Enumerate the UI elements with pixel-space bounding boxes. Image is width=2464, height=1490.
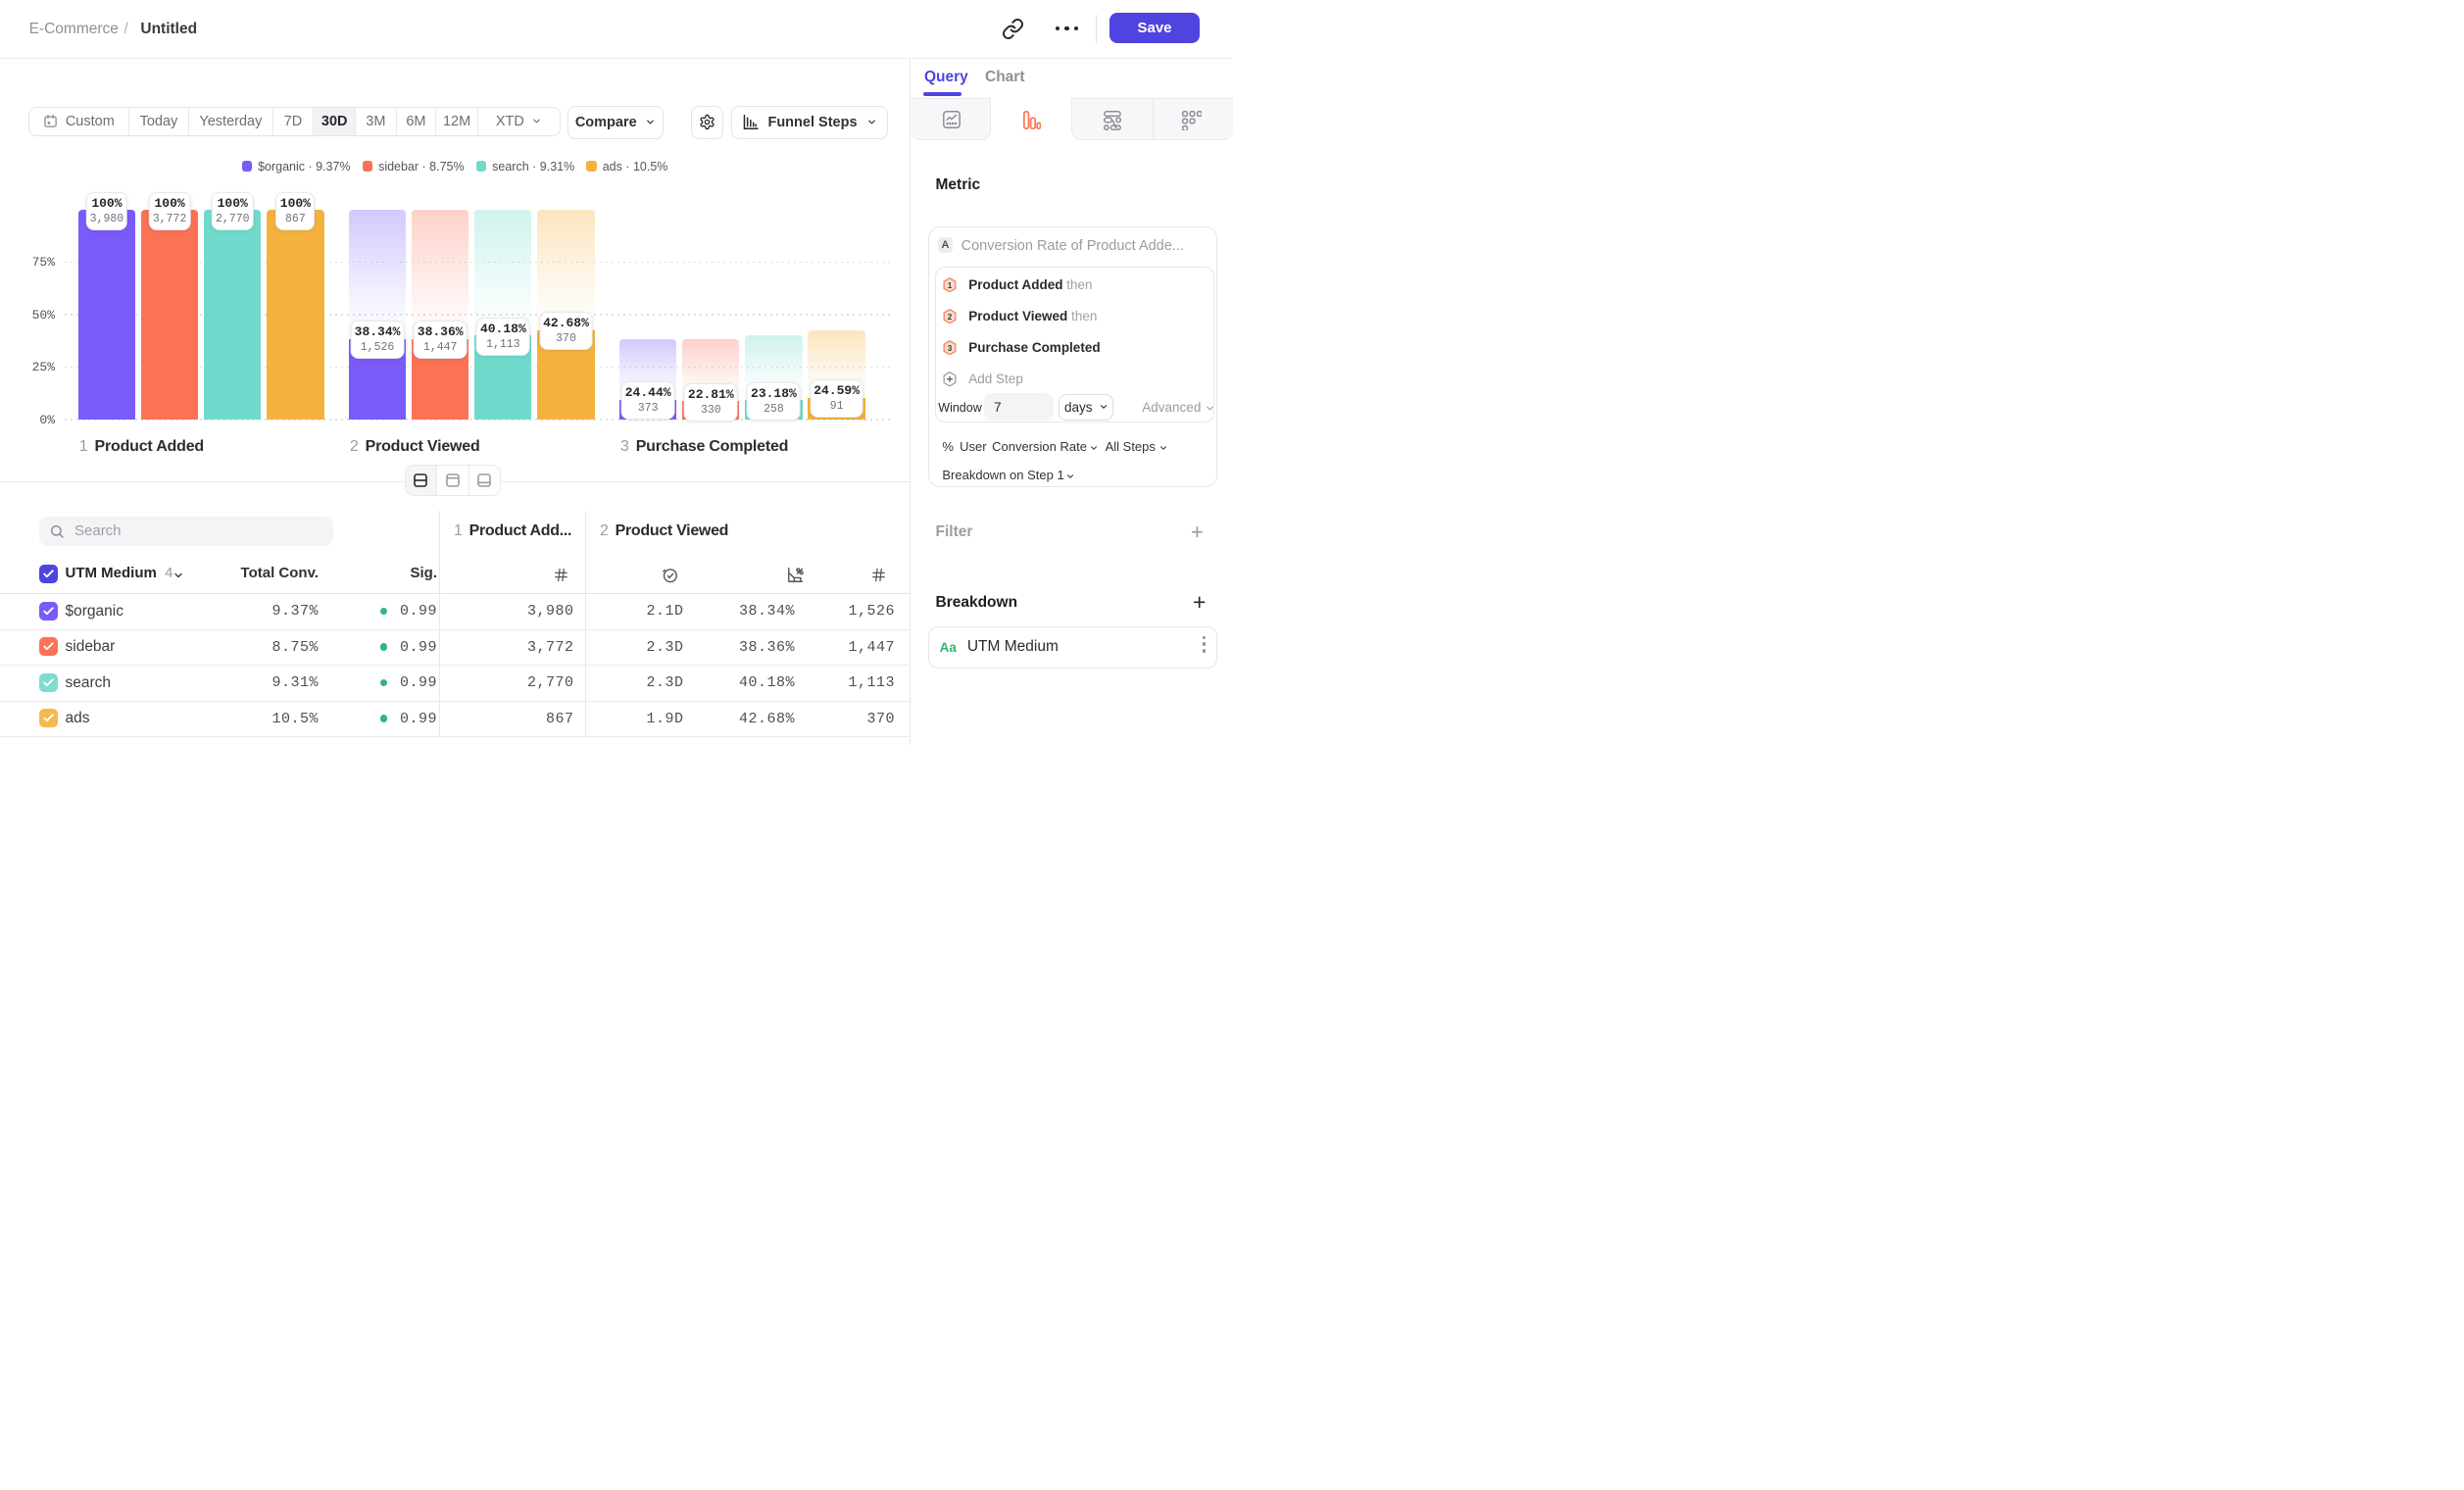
svg-text:1: 1 xyxy=(948,280,953,289)
svg-text:2: 2 xyxy=(948,312,953,321)
svg-text:3: 3 xyxy=(948,343,953,352)
